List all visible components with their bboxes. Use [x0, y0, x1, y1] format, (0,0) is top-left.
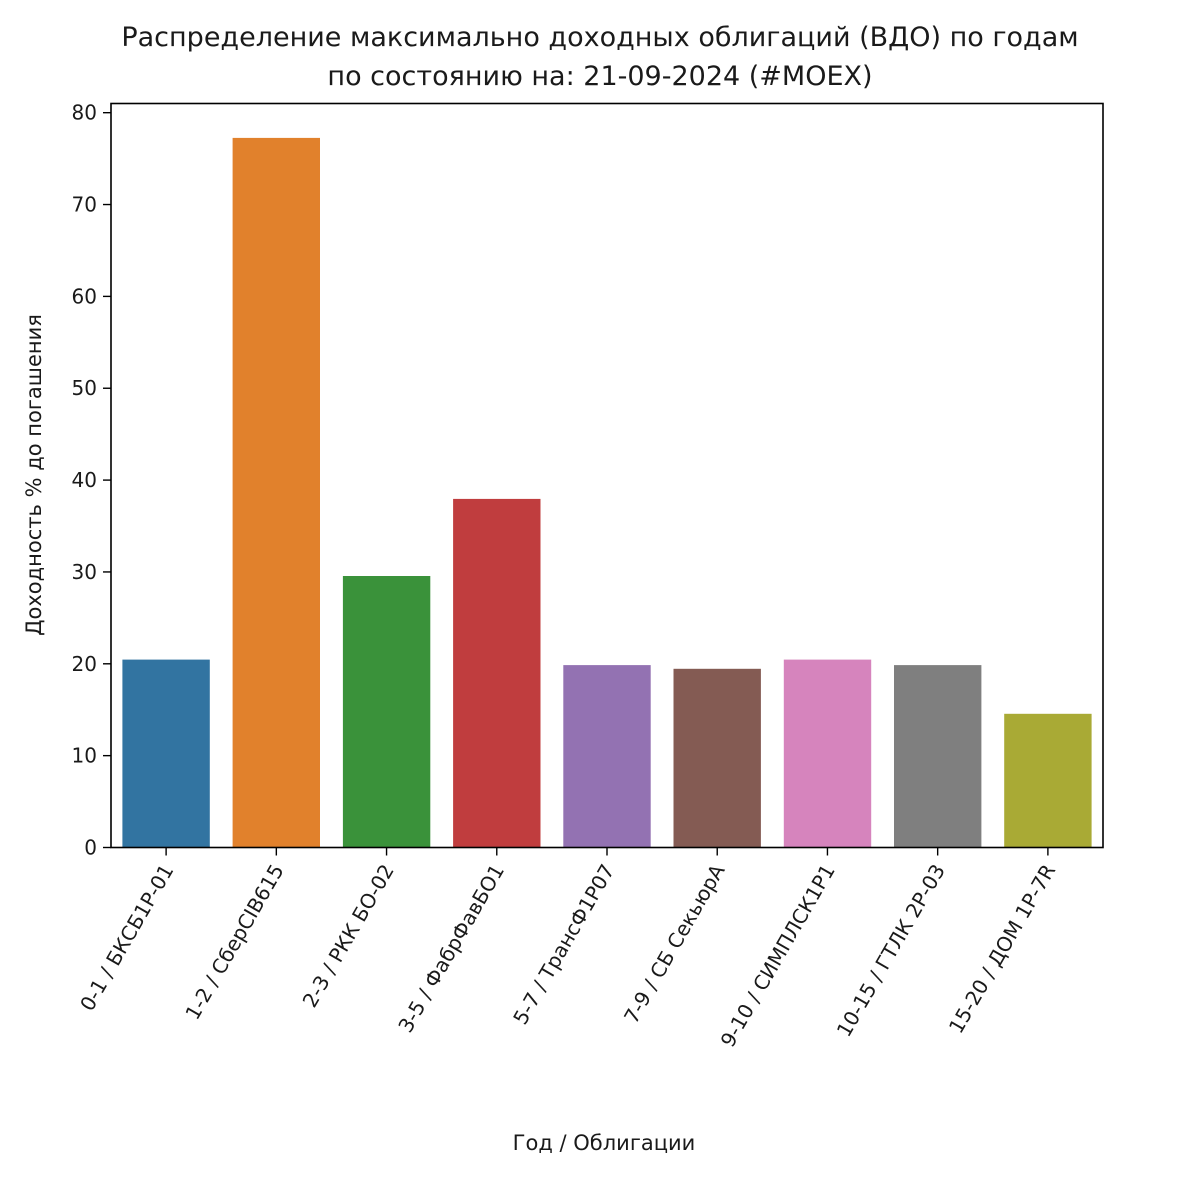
bar: [231, 137, 321, 848]
bar: [452, 498, 542, 848]
x-tick-label: 9-10 / СИМПЛСК1Р1: [716, 860, 840, 1051]
x-tick-label: 2-3 / РКК БО-02: [298, 860, 399, 1011]
x-tick-label: 0-1 / БКСБ1Р-01: [75, 860, 178, 1015]
y-tick-label: 20: [72, 652, 97, 676]
bar: [1003, 713, 1093, 848]
bar: [783, 658, 873, 848]
chart-title: Распределение максимально доходных облиг…: [121, 22, 1078, 53]
y-tick-label: 30: [72, 560, 97, 584]
y-tick-label: 40: [72, 468, 97, 492]
y-tick-label: 10: [72, 744, 97, 768]
y-tick-label: 50: [72, 376, 97, 400]
y-tick-label: 80: [72, 101, 97, 125]
y-axis-label: Доходность % до погашения: [22, 314, 46, 636]
chart-subtitle: по состоянию на: 21-09-2024 (#MOEX): [327, 61, 872, 92]
bar: [893, 664, 983, 848]
x-tick-label: 15-20 / ДОМ 1Р-7R: [944, 860, 1060, 1038]
bars-group: [121, 137, 1093, 848]
bar: [342, 575, 432, 848]
x-axis-ticks: 0-1 / БКСБ1Р-01 1-2 / СберCIB615 2-3 / РКК…: [75, 847, 1060, 1051]
x-tick-label: 3-5 / ФабрФавБО1: [393, 860, 509, 1037]
x-tick-label: 1-2 / СберCIB615: [180, 860, 288, 1024]
y-tick-label: 70: [72, 193, 97, 217]
x-tick-label: 5-7 / ТрансФ1Р07: [508, 860, 619, 1029]
x-tick-label: 10-15 / ГТЛК 2Р-03: [832, 860, 950, 1041]
x-axis-label: Год / Облигации: [513, 1131, 696, 1155]
bar: [672, 668, 762, 848]
x-tick-label: 7-9 / СБ СекьюрА: [619, 860, 730, 1028]
bar: [562, 664, 652, 848]
y-tick-label: 60: [72, 284, 97, 308]
plot-frame: [110, 102, 1104, 849]
y-axis-ticks: 0 10 20 30 40 50 60 70 80: [72, 101, 111, 860]
y-tick-label: 0: [84, 836, 97, 860]
bar: [121, 658, 211, 848]
